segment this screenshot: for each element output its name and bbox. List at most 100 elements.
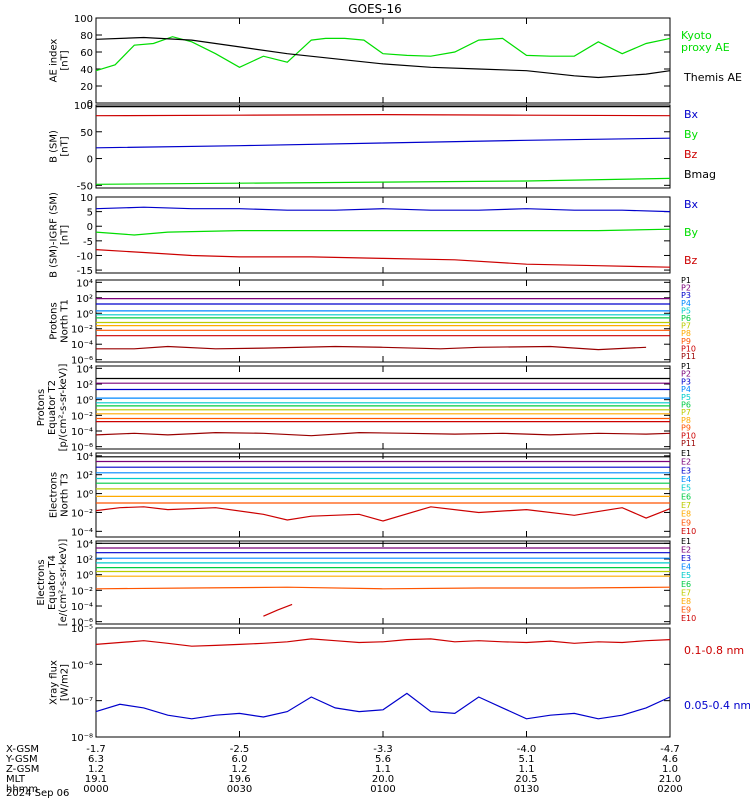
ytick-label: 20 [80,82,93,93]
xaxis-value: 1.2 [232,764,248,775]
xaxis-value: 1.1 [519,764,535,775]
ytick-label: 10⁰ [76,571,93,582]
xaxis-value: 19.1 [85,774,107,785]
ytick-label: 10⁻⁴ [71,340,93,351]
legend-item: P9 [681,424,691,433]
ylabel-ae: AE index [49,39,60,83]
legend-bigrf-Bz: Bz [684,254,698,267]
ytick-label: 5 [87,208,93,219]
xaxis-value: 20.0 [372,774,394,785]
series-eeq-E9 [95,586,671,590]
legend-item: E8 [681,597,691,606]
xaxis-value: 20.5 [515,774,537,785]
legend-item: E10 [681,614,696,623]
ytick-label: -50 [77,181,93,192]
ylabel-peq: Protons [36,389,47,426]
legend-item: P4 [681,299,691,308]
xaxis-value: -3.3 [373,744,393,755]
legend-bigrf-By: By [684,226,699,239]
ytick-label: 10² [76,380,93,391]
legend-item: E1 [681,449,691,458]
ytick-label: 10⁴ [76,278,93,289]
date-label: 2024 Sep 06 [6,788,69,799]
ytick-label: 10⁴ [76,364,93,375]
series-peq-P11 [95,431,671,437]
ylabel-peq: [p/(cm²-s-sr-keV)] [58,364,69,452]
series-bigrf-By [95,228,671,236]
xaxis-value: 6.0 [232,754,248,765]
legend-item: E2 [681,546,691,555]
legend-item: P10 [681,431,696,440]
xaxis-value: 19.6 [228,774,250,785]
ylabel-bigrf: [nT] [60,225,71,245]
legend-item: E9 [681,605,691,614]
legend-item: E4 [681,563,691,572]
ytick-label: 10⁻² [71,508,93,519]
ytick-label: 10⁰ [76,396,93,407]
legend-item: P7 [681,408,691,417]
xaxis-row-label: Z-GSM [6,764,39,775]
xaxis-row-label: X-GSM [6,744,39,755]
legend-item: E5 [681,484,691,493]
xaxis-value: 1.0 [662,764,678,775]
ytick-label: 10² [76,471,93,482]
legend-item: E10 [681,527,696,536]
legend-item: P2 [681,284,691,293]
ytick-label: -15 [77,266,93,277]
legend-item: P5 [681,306,691,315]
xaxis-row-label: hhmm [6,784,38,795]
ytick-label: 40 [80,65,93,76]
xaxis-value: 0100 [370,784,395,795]
ylabel-eeq: [e/(cm²-s-sr-keV)] [58,539,69,627]
legend-item: P3 [681,377,691,386]
legend-item: E5 [681,571,691,580]
ylabel-xray: Xray flux [49,660,60,705]
ytick-label: 100 [74,14,93,25]
legend-item: E7 [681,588,691,597]
ylabel-enorth: North T3 [60,473,71,517]
xaxis-value: -4.7 [660,744,680,755]
ylabel-bsm: B (SM) [49,130,60,163]
legend-kyoto-line2: proxy AE [681,41,730,54]
xaxis-value: 1.2 [88,764,104,775]
ytick-label: 10⁻⁶ [71,618,93,629]
legend-item: P1 [681,276,691,285]
legend-xray-long: 0.1-0.8 nm [684,644,744,657]
xaxis-value: 0130 [514,784,539,795]
ytick-label: 10⁰ [76,309,93,320]
ytick-label: 10⁻⁶ [71,356,93,367]
ytick-label: 10⁻⁵ [71,624,93,635]
legend-item: P9 [681,337,691,346]
figure-title: GOES-16 [348,2,402,16]
ylabel-pnorth: Protons [49,302,60,339]
series-pnorth-P11 [96,345,647,351]
ytick-label: 10⁻⁸ [71,733,93,744]
ytick-label: 0 [87,155,93,166]
xaxis-value: 6.3 [88,754,104,765]
xaxis-row-label: MLT [6,774,26,785]
xaxis-value: 21.0 [659,774,681,785]
legend-item: E3 [681,554,691,563]
series-ae-Kyoto-proxy-AE [95,36,671,72]
series-xray-0-05-0-4-nm [95,692,671,720]
ytick-label: 10⁻⁶ [71,443,93,454]
legend-item: P6 [681,314,691,323]
panel-frame-xray [95,627,671,738]
ytick-label: 0 [87,99,93,110]
legend-bsm-Bz: Bz [684,148,698,161]
ytick-label: 10² [76,555,93,566]
panel-frame-enorth [95,452,671,538]
series-bigrf-Bz [95,249,671,268]
ytick-label: 10 [80,193,93,204]
xaxis-value: -4.0 [517,744,537,755]
xaxis-value: 4.6 [662,754,678,765]
ytick-label: 10⁻⁶ [71,660,93,671]
legend-kyoto-line1: Kyoto [681,29,712,42]
series-enorth-E10 [95,506,671,522]
xaxis-value: -1.7 [86,744,106,755]
legend-bsm-Bmag: Bmag [684,168,716,181]
legend-item: P8 [681,329,691,338]
ylabel-enorth: Electrons [49,472,60,518]
series-bsm-By [95,177,671,185]
ytick-label: 50 [80,128,93,139]
